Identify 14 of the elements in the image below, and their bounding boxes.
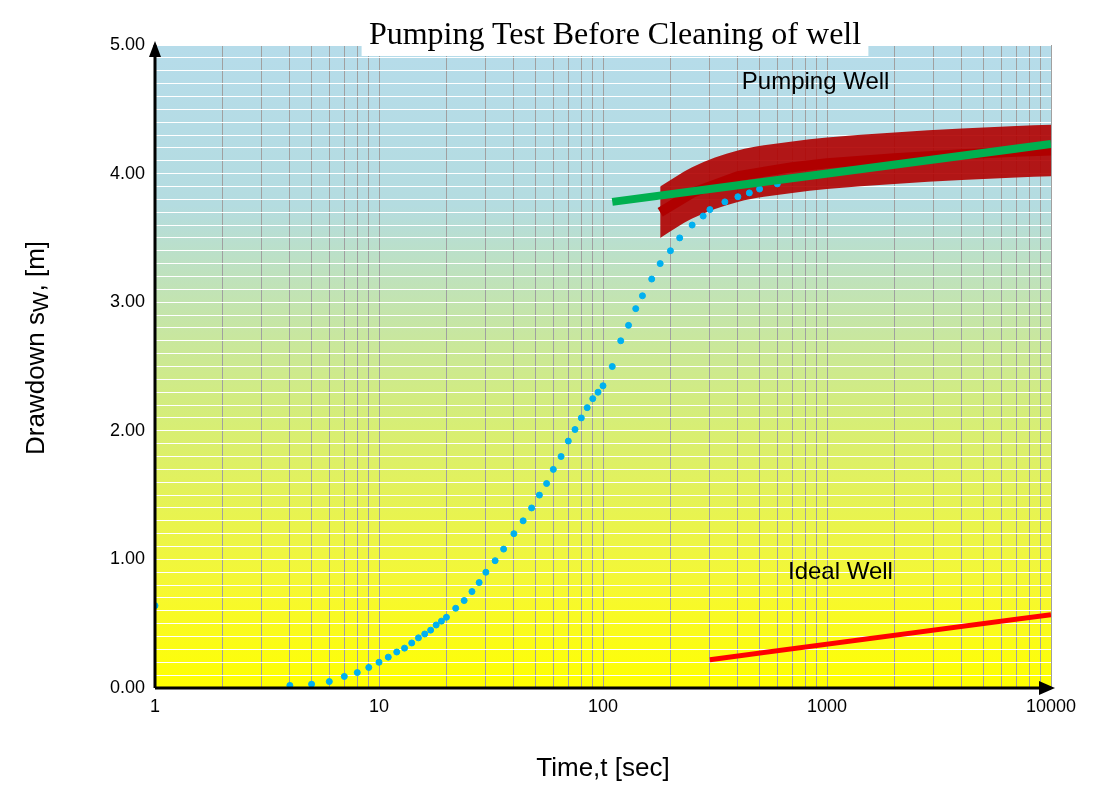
y-tick-label: 2.00 bbox=[109, 419, 145, 440]
text: Pumping Well bbox=[741, 67, 890, 95]
y-tick-label: 4.00 bbox=[109, 162, 145, 183]
y-tick-label: 1.00 bbox=[109, 548, 145, 569]
x-tick-label: 10 bbox=[368, 695, 390, 716]
x-tick-label: 1000 bbox=[806, 695, 848, 716]
chart-title: Pumping Test Before Cleaning of well bbox=[368, 15, 862, 52]
y-tick-label: 0.00 bbox=[109, 676, 145, 697]
x-axis-title: Time,t [sec] bbox=[536, 751, 670, 782]
x-tick-label: 10000 bbox=[1025, 695, 1077, 716]
y-tick-label: 3.00 bbox=[109, 291, 145, 312]
x-tick-label: 1 bbox=[149, 695, 161, 716]
x-tick-label: 100 bbox=[587, 695, 619, 716]
y-tick-label: 5.00 bbox=[109, 33, 145, 54]
